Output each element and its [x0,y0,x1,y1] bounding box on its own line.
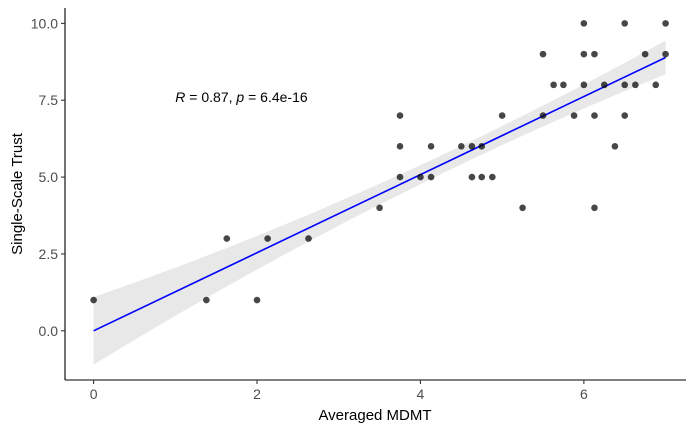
data-point [662,20,669,27]
data-point [560,81,567,89]
data-point [203,296,210,304]
r-symbol: R [175,89,185,105]
regression-line [93,56,666,332]
data-point [632,81,639,89]
data-point [621,20,629,27]
data-point [468,173,476,181]
data-point [580,50,588,58]
data-point [478,173,486,181]
data-point [591,112,598,119]
data-point [570,112,578,119]
r-value: = 0.87, [185,89,236,105]
data-point [621,81,629,89]
p-symbol: p [235,89,244,105]
data-point [458,143,465,150]
y-tick-label: 7.5 [39,92,59,108]
x-tick-label: 6 [580,386,588,402]
y-tick-label: 5.0 [39,169,59,185]
data-point [468,143,476,150]
data-point [600,81,608,89]
y-tick-label: 10.0 [31,15,58,31]
data-point [376,204,383,212]
data-point [253,296,261,304]
regression-line-layer [93,56,666,332]
y-tick-label: 0.0 [39,323,59,339]
data-point [591,204,598,212]
x-tick-label: 0 [90,386,98,402]
data-point [305,235,312,242]
data-point [539,50,547,58]
x-ticks: 0 2 4 6 [90,380,588,402]
data-point [611,143,619,150]
data-point [396,112,404,119]
data-point [580,81,588,89]
x-tick-label: 2 [253,386,261,402]
data-point [641,50,649,58]
data-point [478,143,486,150]
data-point [580,20,588,27]
data-point [427,143,435,150]
data-point [90,296,97,304]
correlation-annotation: R = 0.87, p = 6.4e-16 [175,89,308,105]
data-point [652,81,660,89]
x-tick-label: 4 [417,386,425,402]
confidence-band [93,40,666,365]
p-value: = 6.4e-16 [244,89,308,105]
y-axis-title: Single-Scale Trust [9,132,26,255]
data-point [621,112,629,119]
data-point [662,50,669,58]
confidence-band-layer [93,40,666,365]
data-points-layer [90,20,669,304]
data-point [427,173,435,181]
data-point [264,235,271,242]
data-point [550,81,557,89]
data-point [396,173,404,181]
data-point [417,173,424,181]
data-point [591,50,598,58]
data-point [489,173,496,181]
data-point [539,112,547,119]
y-ticks: 0.0 2.5 5.0 7.5 10.0 [31,15,65,339]
y-tick-label: 2.5 [39,246,59,262]
x-axis-title: Averaged MDMT [318,407,431,424]
data-point [519,204,526,212]
data-point [498,112,506,119]
data-point [223,235,231,242]
data-point [396,143,404,150]
